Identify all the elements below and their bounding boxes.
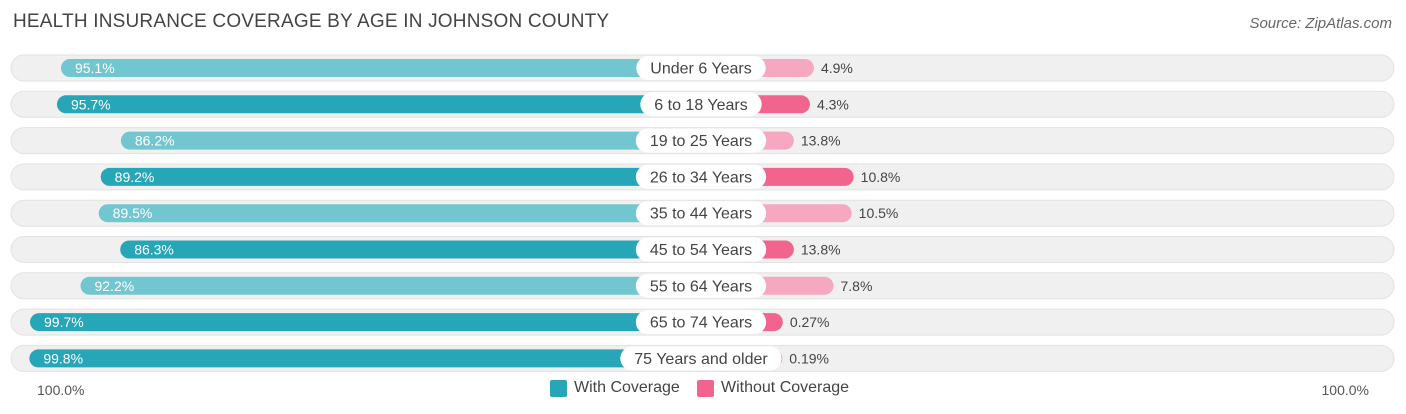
bar-with-coverage	[100, 167, 701, 186]
axis-left-label: 100.0%	[37, 382, 85, 398]
value-label-with-coverage: 95.7%	[71, 96, 111, 112]
category-label-bg	[635, 273, 767, 298]
value-label-without-coverage: 4.9%	[821, 60, 853, 76]
legend-item-without-coverage[interactable]: Without Coverage	[697, 379, 849, 397]
category-label: 75 Years and older	[634, 351, 768, 368]
category-label-bg	[620, 346, 782, 371]
value-label-with-coverage: 86.3%	[134, 242, 174, 258]
chart-row: Under 6 Years 95.1% 4.9%	[10, 54, 1395, 82]
category-label-bg	[635, 201, 767, 226]
category-label-bg	[640, 92, 762, 117]
category-label-bg	[635, 310, 767, 335]
value-label-with-coverage: 99.8%	[43, 350, 83, 366]
bar-with-coverage	[29, 349, 701, 368]
legend-label-without-coverage: Without Coverage	[721, 379, 850, 396]
chart-title: HEALTH INSURANCE COVERAGE BY AGE IN JOHN…	[13, 11, 610, 32]
legend-swatch-with-coverage	[550, 379, 567, 397]
category-label-bg	[636, 56, 766, 80]
bar-with-coverage	[98, 204, 702, 223]
value-label-with-coverage: 89.2%	[115, 169, 155, 185]
axis-right-label: 100.0%	[1321, 382, 1369, 398]
category-label-bg	[635, 164, 767, 189]
chart-row: 26 to 34 Years 89.2% 10.8%	[10, 163, 1395, 191]
bar-with-coverage	[80, 276, 701, 295]
chart-row: 19 to 25 Years 86.2% 13.8%	[10, 127, 1395, 155]
category-label: Under 6 Years	[650, 61, 751, 78]
chart-row: 65 to 74 Years 99.7% 0.27%	[10, 308, 1395, 336]
value-label-without-coverage: 4.3%	[817, 96, 849, 112]
value-label-with-coverage: 86.2%	[135, 133, 175, 149]
bar-with-coverage	[120, 131, 701, 150]
legend-item-with-coverage[interactable]: With Coverage	[550, 379, 680, 397]
chart-row: 55 to 64 Years 92.2% 7.8%	[10, 272, 1395, 300]
chart-row: 6 to 18 Years 95.7% 4.3%	[10, 90, 1395, 118]
bar-with-coverage	[60, 59, 702, 77]
category-label: 65 to 74 Years	[650, 315, 752, 332]
value-label-without-coverage: 10.8%	[861, 169, 901, 185]
chart-row: 75 Years and older 99.8% 0.19%	[10, 344, 1395, 372]
bar-with-coverage	[30, 313, 702, 332]
value-label-without-coverage: 13.8%	[801, 133, 841, 149]
legend-swatch-without-coverage	[697, 379, 714, 397]
value-label-without-coverage: 7.8%	[840, 278, 872, 294]
value-label-without-coverage: 10.5%	[859, 205, 899, 221]
category-label-bg	[635, 237, 767, 262]
category-label: 35 to 44 Years	[650, 206, 752, 223]
category-label-bg	[635, 128, 767, 153]
value-label-without-coverage: 13.8%	[801, 242, 841, 258]
category-label: 45 to 54 Years	[650, 242, 752, 259]
category-label: 26 to 34 Years	[650, 169, 752, 186]
value-label-without-coverage: 0.19%	[789, 350, 829, 366]
category-label: 6 to 18 Years	[654, 97, 747, 114]
value-label-without-coverage: 0.27%	[790, 314, 830, 330]
value-label-with-coverage: 89.5%	[113, 205, 153, 221]
bar-with-coverage	[120, 240, 702, 259]
chart-row: 35 to 44 Years 89.5% 10.5%	[10, 199, 1395, 227]
value-label-with-coverage: 99.7%	[44, 314, 84, 330]
chart-row: 45 to 54 Years 86.3% 13.8%	[10, 236, 1395, 263]
category-label: 55 to 64 Years	[650, 278, 752, 295]
value-label-with-coverage: 92.2%	[94, 278, 134, 294]
legend-label-with-coverage: With Coverage	[574, 379, 680, 396]
value-label-with-coverage: 95.1%	[75, 60, 115, 76]
legend: With Coverage Without Coverage	[0, 379, 1406, 401]
bar-with-coverage	[56, 95, 701, 114]
category-label: 19 to 25 Years	[650, 133, 752, 150]
chart-source: Source: ZipAtlas.com	[1249, 15, 1392, 32]
